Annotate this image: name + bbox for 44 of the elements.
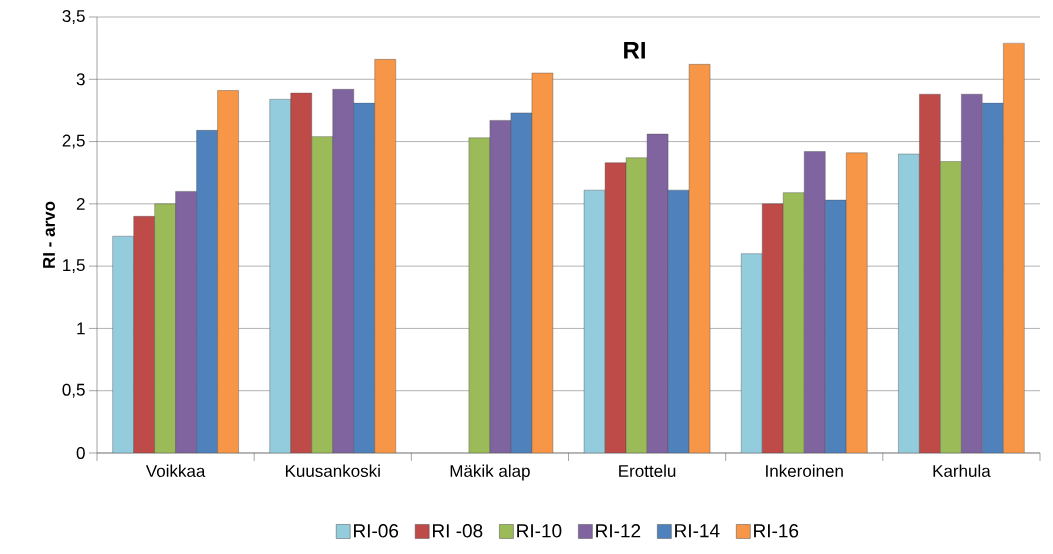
bar [919, 94, 941, 453]
y-tick-label: 2,5 [62, 134, 85, 149]
y-tick-label: 0,5 [62, 383, 85, 398]
bar [762, 203, 784, 453]
y-tick-label: 3 [76, 73, 85, 86]
bar [531, 72, 554, 453]
y-tick-label: 1,5 [63, 259, 85, 274]
y-tick-label: 1 [77, 322, 85, 335]
x-tick-label: Karhula [933, 464, 991, 478]
x-tick-label: Kuusankoski [285, 464, 380, 478]
bar [217, 90, 239, 453]
y-tick-label: 3,5 [62, 9, 85, 25]
bar [290, 92, 312, 453]
bar [154, 203, 176, 453]
legend-label: RI-14 [675, 524, 720, 538]
bar [269, 99, 291, 453]
legend-label: RI-10 [517, 524, 562, 538]
x-tick-label: Erottelu [619, 464, 676, 478]
bar [898, 153, 920, 453]
bar [133, 216, 155, 453]
bar [940, 161, 962, 453]
x-tick-label: Voikkaa [145, 464, 206, 478]
bar [846, 152, 868, 453]
legend-label: RI -08 [432, 524, 483, 538]
x-tick-label: Inkeroinen [766, 464, 843, 478]
bar [468, 137, 491, 453]
bar [604, 162, 627, 453]
bar [311, 136, 333, 453]
y-axis-title: RI - arvo [43, 201, 55, 268]
bar [688, 64, 711, 453]
bar [112, 236, 134, 453]
legend-label: RI-06 [354, 524, 399, 538]
text: RI [624, 41, 645, 59]
legend-label: RI-12 [596, 524, 641, 538]
legend-label: RI-16 [754, 524, 799, 538]
bar [783, 192, 805, 453]
y-tick-label: 0 [76, 446, 85, 460]
bar [625, 157, 648, 453]
bar [741, 253, 763, 453]
bar [1003, 42, 1025, 453]
bar [374, 59, 396, 453]
bar [583, 189, 606, 453]
x-tick-label: Mäkik alap [450, 464, 530, 481]
y-tick-label: 2 [76, 197, 85, 210]
